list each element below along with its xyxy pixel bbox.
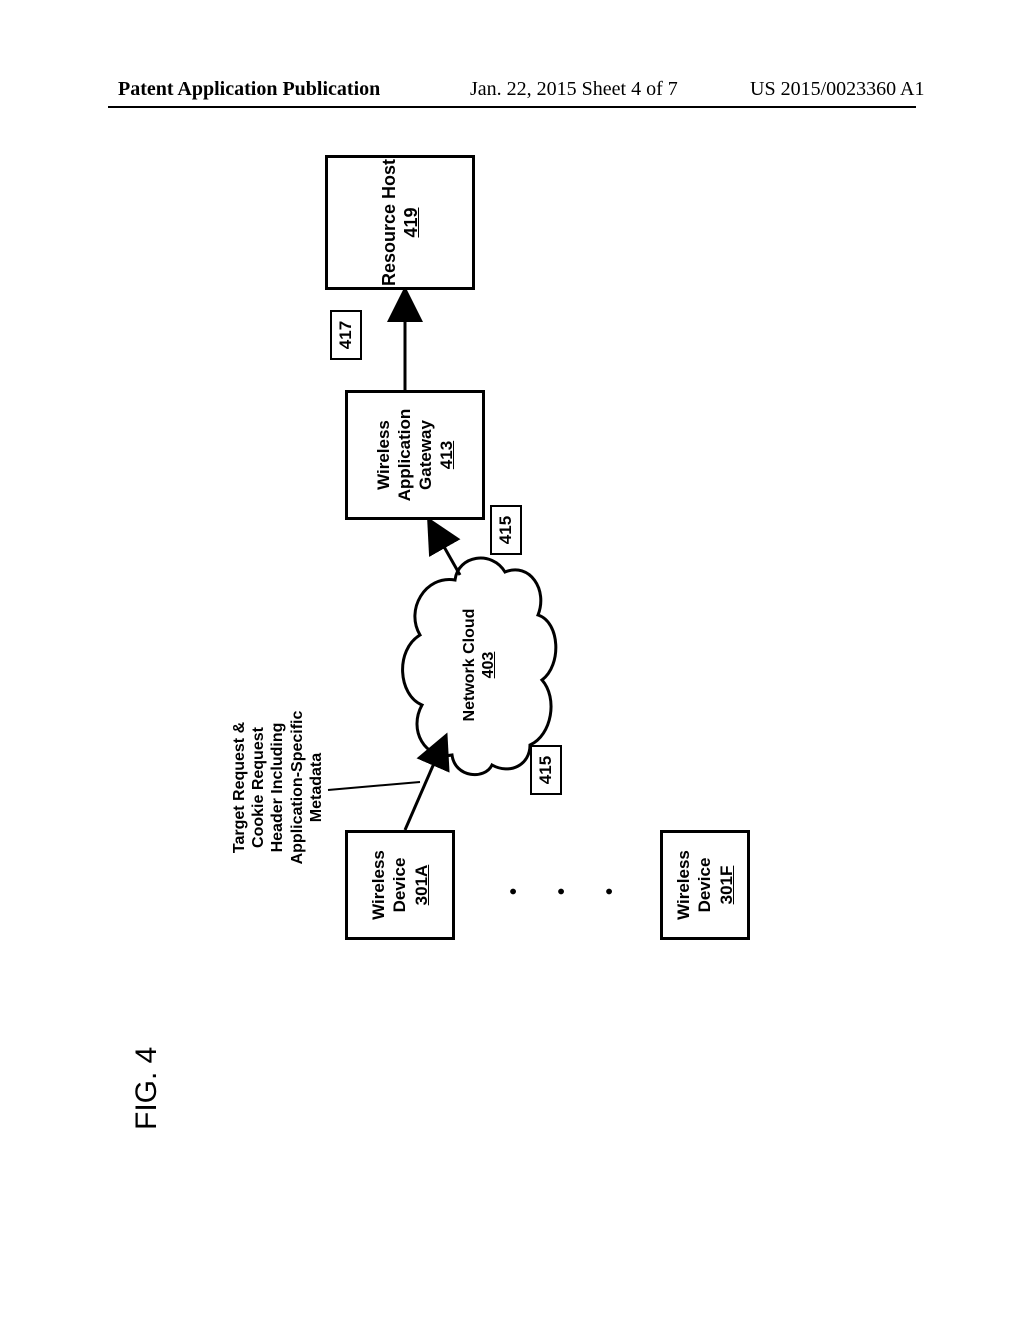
- header-mid: Jan. 22, 2015 Sheet 4 of 7: [470, 78, 678, 101]
- annotation-l4: Application-Specific: [289, 711, 306, 865]
- box-gateway: Wireless Application Gateway 413: [345, 390, 485, 520]
- edge-cloud-gateway: [430, 522, 460, 575]
- box-resource-host: Resource Host 419: [325, 155, 475, 290]
- device-a-ref: 301A: [412, 865, 431, 906]
- box-wireless-device-f: Wireless Device 301F: [660, 830, 750, 940]
- host-title: Resource Host: [379, 159, 399, 286]
- callout-417-text: 417: [336, 321, 356, 349]
- cloud-label: Network Cloud 403: [460, 605, 498, 725]
- cloud-title: Network Cloud: [461, 609, 478, 722]
- edge-device-cloud: [405, 738, 445, 830]
- diagram-canvas: Target Request & Cookie Request Header I…: [230, 150, 790, 950]
- gateway-title: Wireless Application Gateway: [374, 409, 436, 502]
- annotation-text: Target Request & Cookie Request Header I…: [230, 685, 326, 890]
- device-f-ref: 301F: [717, 866, 736, 905]
- header-left: Patent Application Publication: [118, 78, 380, 101]
- annotation-l5: Metadata: [308, 753, 325, 822]
- ellipsis-dots: •••: [490, 888, 634, 895]
- host-ref: 419: [401, 207, 421, 237]
- figure-label: FIG. 4: [130, 1047, 164, 1130]
- annotation-leader: [328, 782, 420, 790]
- callout-415b-text: 415: [496, 516, 516, 544]
- annotation-l2: Cookie Request: [250, 727, 267, 848]
- callout-417: 417: [330, 310, 362, 360]
- box-wireless-device-a: Wireless Device 301A: [345, 830, 455, 940]
- callout-415a-text: 415: [536, 756, 556, 784]
- device-a-title: Wireless Device: [369, 850, 409, 920]
- cloud-ref: 403: [480, 652, 497, 679]
- device-f-title: Wireless Device: [674, 850, 714, 920]
- page: Patent Application Publication Jan. 22, …: [0, 0, 1024, 1320]
- diagram-wrap: Target Request & Cookie Request Header I…: [230, 150, 790, 950]
- callout-415b: 415: [490, 505, 522, 555]
- callout-415a: 415: [530, 745, 562, 795]
- annotation-l3: Header Including: [269, 723, 286, 853]
- header-rule: [108, 106, 916, 108]
- header-right: US 2015/0023360 A1: [750, 78, 924, 101]
- annotation-l1: Target Request &: [231, 722, 248, 853]
- gateway-ref: 413: [437, 441, 456, 469]
